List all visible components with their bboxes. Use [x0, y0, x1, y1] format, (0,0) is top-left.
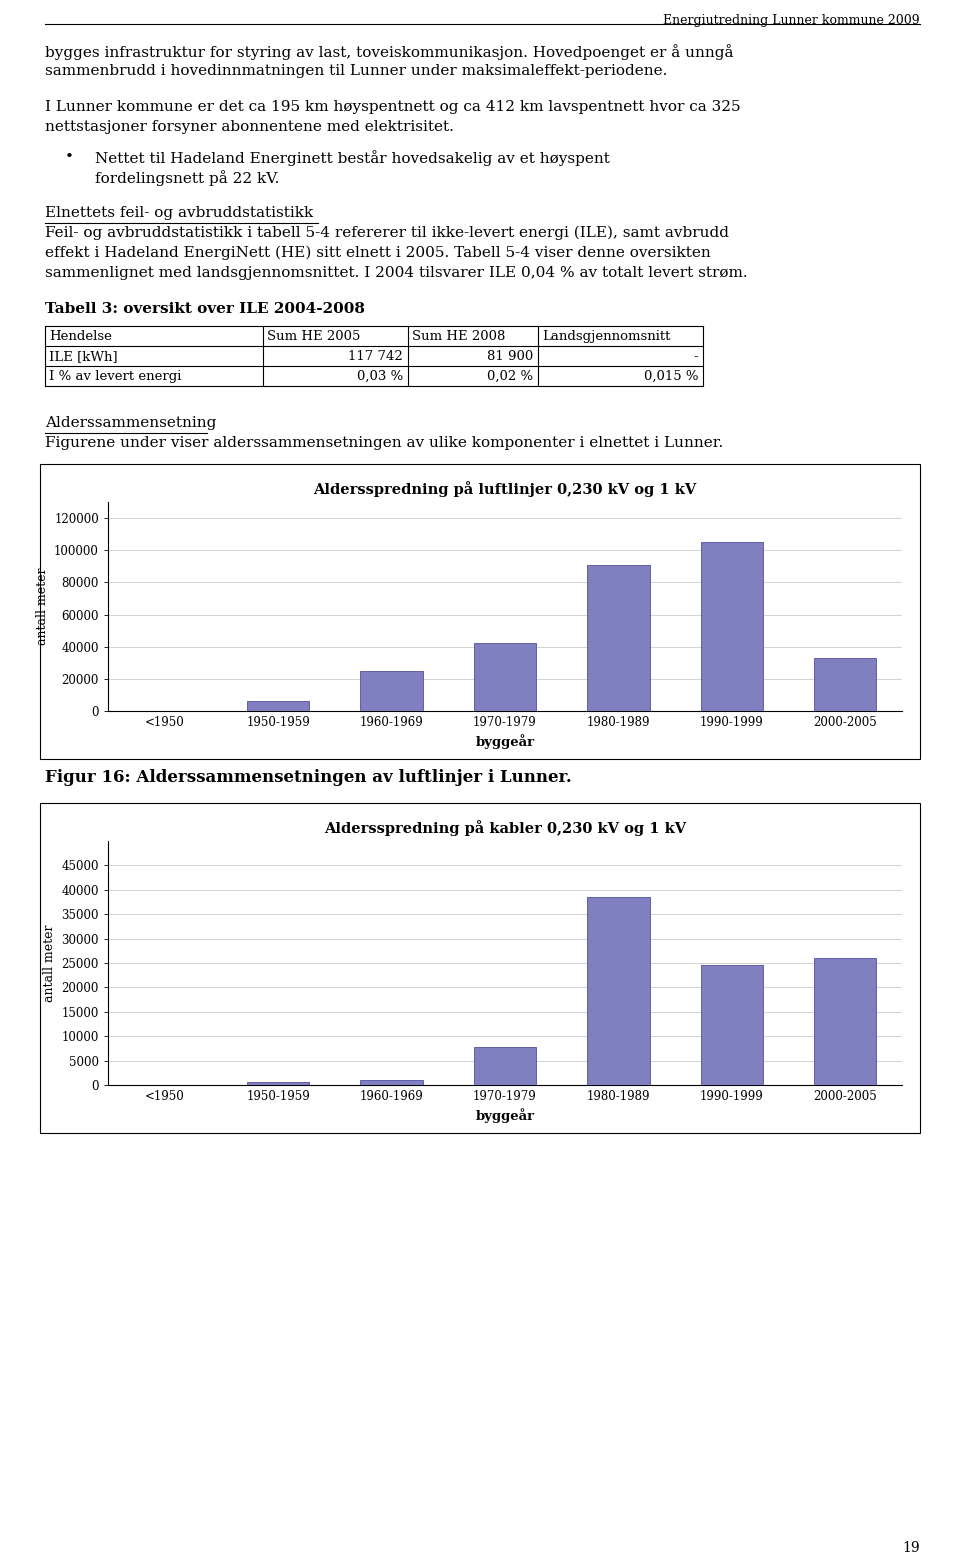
- Bar: [40, 803, 920, 1133]
- Text: Sum HE 2005: Sum HE 2005: [267, 330, 360, 343]
- Text: 19: 19: [902, 1542, 920, 1556]
- Text: sammenbrudd i hovedinnmatningen til Lunner under maksimaleffekt-periodene.: sammenbrudd i hovedinnmatningen til Lunn…: [45, 64, 667, 78]
- Text: bygges infrastruktur for styring av last, toveiskommunikasjon. Hovedpoenget er å: bygges infrastruktur for styring av last…: [45, 44, 733, 59]
- Bar: [814, 958, 876, 1085]
- Bar: [360, 671, 422, 711]
- Text: fordelingsnett på 22 kV.: fordelingsnett på 22 kV.: [95, 171, 279, 186]
- Title: Aldersspredning på kabler 0,230 kV og 1 kV: Aldersspredning på kabler 0,230 kV og 1 …: [324, 820, 686, 836]
- Text: ILE [kWh]: ILE [kWh]: [49, 351, 118, 363]
- Text: nettstasjoner forsyner abonnentene med elektrisitet.: nettstasjoner forsyner abonnentene med e…: [45, 121, 454, 135]
- Text: Landsgjennomsnitt: Landsgjennomsnitt: [542, 330, 670, 343]
- X-axis label: byggeår: byggeår: [475, 1108, 535, 1124]
- X-axis label: byggeår: byggeår: [475, 734, 535, 750]
- Text: Tabell 3: oversikt over ILE 2004-2008: Tabell 3: oversikt over ILE 2004-2008: [45, 302, 365, 316]
- Bar: [588, 565, 650, 711]
- Text: -: -: [693, 351, 698, 363]
- Text: •: •: [65, 150, 74, 164]
- Text: Nettet til Hadeland Energinett består hovedsakelig av et høyspent: Nettet til Hadeland Energinett består ho…: [95, 150, 610, 166]
- Text: Sum HE 2008: Sum HE 2008: [412, 330, 505, 343]
- Text: Figur 16: Alderssammensetningen av luftlinjer i Lunner.: Figur 16: Alderssammensetningen av luftl…: [45, 768, 572, 786]
- Y-axis label: antall meter: antall meter: [36, 568, 49, 645]
- Bar: [701, 966, 763, 1085]
- Title: Aldersspredning på luftlinjer 0,230 kV og 1 kV: Aldersspredning på luftlinjer 0,230 kV o…: [313, 480, 697, 496]
- Text: Feil- og avbruddstatistikk i tabell 5-4 refererer til ikke-levert energi (ILE), : Feil- og avbruddstatistikk i tabell 5-4 …: [45, 225, 729, 241]
- Bar: [588, 897, 650, 1085]
- Bar: [247, 1081, 309, 1085]
- Text: I Lunner kommune er det ca 195 km høyspentnett og ca 412 km lavspentnett hvor ca: I Lunner kommune er det ca 195 km høyspe…: [45, 100, 740, 114]
- Text: Alderssammensetning: Alderssammensetning: [45, 416, 216, 430]
- Bar: [360, 1080, 422, 1085]
- Text: 81 900: 81 900: [487, 351, 533, 363]
- Bar: [40, 463, 920, 759]
- Text: effekt i Hadeland EnergiNett (HE) sitt elnett i 2005. Tabell 5-4 viser denne ove: effekt i Hadeland EnergiNett (HE) sitt e…: [45, 246, 710, 260]
- Bar: [474, 643, 537, 711]
- Text: Energiutredning Lunner kommune 2009: Energiutredning Lunner kommune 2009: [663, 14, 920, 27]
- Text: sammenlignet med landsgjennomsnittet. I 2004 tilsvarer ILE 0,04 % av totalt leve: sammenlignet med landsgjennomsnittet. I …: [45, 266, 748, 280]
- Text: I % av levert energi: I % av levert energi: [49, 369, 181, 383]
- Text: 0,015 %: 0,015 %: [643, 369, 698, 383]
- Text: 117 742: 117 742: [348, 351, 403, 363]
- Text: 0,03 %: 0,03 %: [357, 369, 403, 383]
- Text: Elnettets feil- og avbruddstatistikk: Elnettets feil- og avbruddstatistikk: [45, 207, 313, 221]
- Text: 0,02 %: 0,02 %: [487, 369, 533, 383]
- Bar: [814, 657, 876, 711]
- Text: Hendelse: Hendelse: [49, 330, 112, 343]
- Bar: [701, 541, 763, 711]
- Bar: [474, 1047, 537, 1085]
- Bar: [247, 701, 309, 711]
- Text: Figurene under viser alderssammensetningen av ulike komponenter i elnettet i Lun: Figurene under viser alderssammensetning…: [45, 437, 723, 451]
- Y-axis label: antall meter: antall meter: [43, 925, 56, 1002]
